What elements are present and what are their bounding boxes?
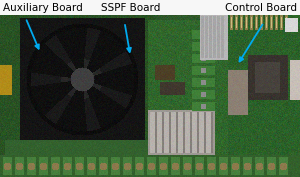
Text: Auxiliary Board: Auxiliary Board [3, 3, 83, 13]
Text: SSPF Board: SSPF Board [101, 3, 160, 13]
Text: Control Board: Control Board [225, 3, 297, 13]
